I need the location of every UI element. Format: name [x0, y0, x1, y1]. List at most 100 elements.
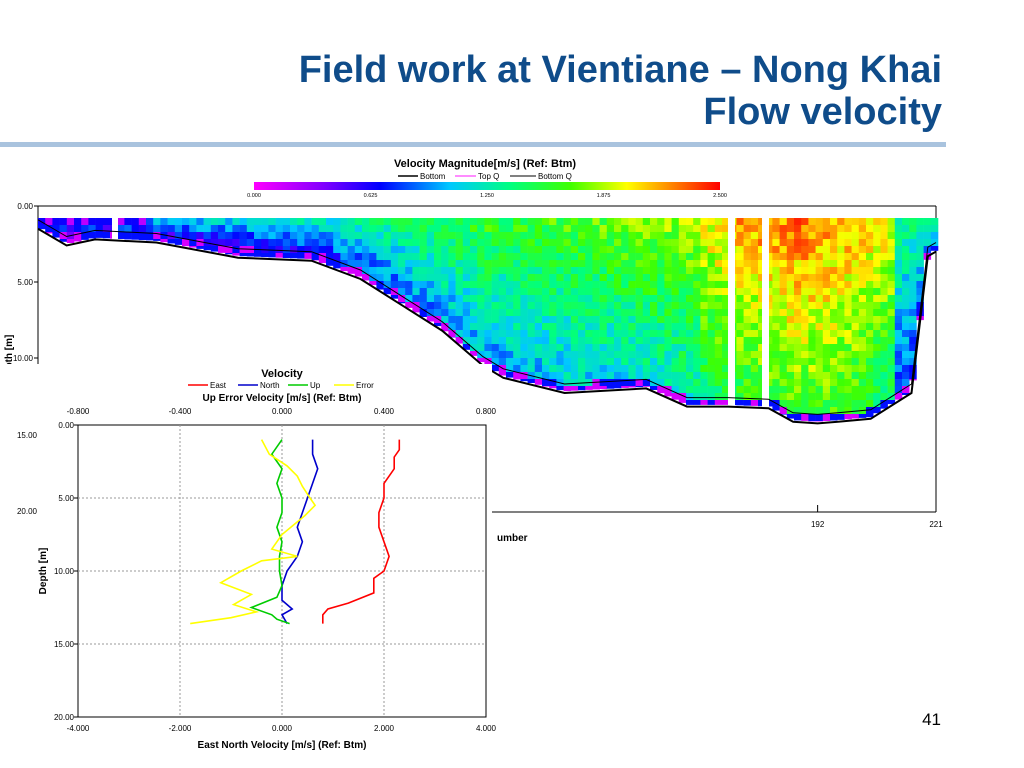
heatmap-cell: [390, 246, 399, 254]
heatmap-cell: [340, 225, 348, 233]
heatmap-cell: [642, 330, 651, 338]
heatmap-cell: [635, 358, 644, 366]
heatmap-cell: [606, 358, 615, 366]
heatmap-cell: [671, 323, 680, 331]
heatmap-cell: [477, 288, 485, 296]
heatmap-cell: [671, 393, 680, 400]
heatmap-cell: [326, 260, 334, 266]
heatmap-cell: [448, 239, 456, 247]
heatmap-cell: [534, 323, 543, 331]
heatmap-cell: [822, 337, 831, 345]
heatmap-cell: [851, 365, 860, 373]
heatmap-cell: [736, 246, 744, 254]
heatmap-cell: [822, 309, 831, 317]
profile-chart-title: Velocity: [261, 368, 303, 380]
heatmap-cell: [801, 379, 809, 387]
heatmap-cell: [866, 372, 874, 380]
heatmap-cell: [642, 337, 651, 345]
heatmap-cell: [693, 400, 701, 405]
heatmap-cell: [657, 267, 665, 275]
heatmap-cell: [916, 232, 924, 240]
heatmap-cell: [606, 309, 615, 317]
heatmap-cell: [232, 225, 240, 233]
heatmap-cell: [621, 295, 629, 303]
heatmap-cell: [686, 225, 694, 233]
heatmap-cell: [74, 225, 82, 233]
heatmap-cell: [657, 386, 665, 394]
heatmap-cell: [506, 316, 514, 324]
heatmap-cell: [779, 274, 788, 282]
heatmap-cell: [434, 295, 442, 303]
heatmap-cell: [858, 274, 867, 282]
heatmap-cell: [498, 351, 507, 359]
heatmap-cell: [354, 253, 363, 261]
heatmap-cell: [822, 295, 831, 303]
heatmap-cell: [261, 239, 269, 247]
heatmap-cell: [880, 246, 888, 254]
heatmap-cell: [880, 386, 888, 394]
heatmap-cell: [830, 274, 838, 282]
heatmap-cell: [707, 372, 716, 380]
heatmap-cell: [434, 246, 442, 254]
heatmap-cell: [873, 379, 881, 387]
heatmap-cell: [138, 232, 147, 240]
heatmap-cell: [858, 379, 867, 387]
heatmap-cell: [858, 323, 867, 331]
heatmap-cell: [614, 316, 622, 324]
heatmap-cell: [830, 309, 838, 317]
heatmap-cell: [412, 274, 420, 282]
heatmap-cell: [542, 365, 550, 373]
heatmap-cell: [614, 358, 622, 366]
heatmap-cell: [599, 316, 608, 324]
heatmap-cell: [542, 344, 550, 352]
heatmap-cell: [441, 253, 449, 261]
heatmap-cell: [477, 358, 485, 363]
heatmap-cell: [750, 309, 759, 317]
heatmap-cell: [527, 274, 536, 282]
heatmap-cell: [686, 316, 694, 324]
heatmap-cell: [556, 330, 564, 338]
heatmap-cell: [758, 330, 766, 338]
heatmap-cell: [722, 260, 730, 268]
heatmap-cell: [570, 225, 579, 233]
heatmap-cell: [635, 365, 644, 373]
profile-y-tick-label: 15.00: [54, 640, 75, 649]
heatmap-cell: [268, 253, 276, 258]
heatmap-cell: [477, 302, 485, 310]
heatmap-cell: [419, 232, 428, 240]
colorbar-ticks: 0.000 0.625 1.250 1.875 2.500: [247, 193, 727, 199]
heatmap-cell: [686, 393, 694, 401]
heatmap-cell: [426, 260, 435, 268]
heatmap-cell: [398, 267, 406, 275]
heatmap-cell: [333, 239, 341, 247]
main-y-tick-label: 0.00: [17, 202, 33, 211]
heatmap-cell: [750, 372, 759, 380]
heatmap-cell: [606, 351, 615, 359]
heatmap-cell: [700, 267, 708, 275]
heatmap-cell: [650, 351, 658, 359]
heatmap-cell: [592, 386, 600, 390]
heatmap-cell: [635, 232, 644, 240]
heatmap-cell: [642, 267, 651, 275]
heatmap-cell: [434, 274, 442, 282]
heatmap-cell: [844, 393, 852, 401]
heatmap-cell: [642, 365, 651, 373]
heatmap-cell: [786, 302, 795, 310]
heatmap-cell: [866, 309, 874, 317]
heatmap-cell: [131, 218, 140, 226]
heatmap-cell: [520, 267, 528, 275]
heatmap-cell: [671, 218, 680, 226]
heatmap-cell: [556, 225, 564, 233]
heatmap-cell: [851, 323, 860, 331]
heatmap-cell: [894, 393, 903, 400]
heatmap-cell: [808, 323, 816, 331]
heatmap-cell: [369, 267, 377, 275]
heatmap-cell: [506, 323, 514, 331]
heatmap-cell: [786, 309, 795, 317]
heatmap-cell: [563, 218, 572, 226]
heatmap-cell: [909, 351, 917, 359]
heatmap-cell: [383, 274, 392, 282]
heatmap-cell: [635, 288, 644, 296]
heatmap-cell: [282, 218, 291, 226]
heatmap-cell: [585, 246, 593, 254]
